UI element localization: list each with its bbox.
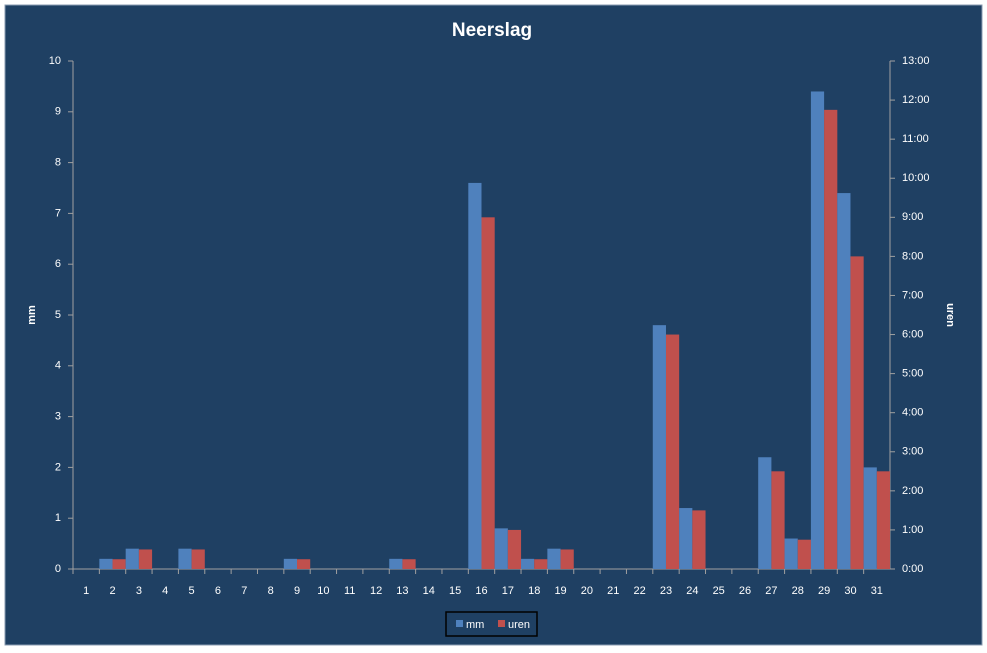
legend-swatch	[456, 620, 463, 627]
x-tick-label: 24	[686, 585, 698, 597]
bar	[389, 558, 403, 569]
bar	[507, 529, 522, 569]
bar	[99, 558, 113, 569]
bar	[534, 559, 548, 569]
y-tick-label: 6	[55, 258, 61, 270]
bar	[784, 538, 798, 569]
chart-title: Neerslag	[452, 20, 532, 41]
bar	[138, 549, 153, 569]
bar	[125, 548, 139, 569]
y2-tick-label: 9:00	[902, 211, 923, 223]
bar	[297, 559, 311, 569]
y-tick-label: 9	[55, 106, 61, 118]
x-tick-label: 28	[792, 585, 804, 597]
bar	[758, 457, 772, 569]
bar	[283, 558, 298, 569]
y2-tick-label: 2:00	[902, 485, 923, 497]
x-tick-label: 27	[765, 585, 777, 597]
y-axis-title: mm	[26, 305, 38, 325]
x-tick-label: 2	[109, 585, 115, 597]
y2-tick-label: 7:00	[902, 289, 923, 301]
y-tick-label: 5	[55, 309, 61, 321]
x-tick-label: 3	[136, 585, 142, 597]
y-tick-label: 0	[55, 563, 61, 575]
x-tick-label: 5	[189, 585, 195, 597]
x-tick-label: 20	[581, 585, 593, 597]
bar	[824, 109, 838, 569]
y-tick-label: 10	[49, 55, 61, 67]
bar	[837, 193, 851, 569]
x-tick-label: 6	[215, 585, 221, 597]
y2-tick-label: 10:00	[902, 172, 930, 184]
bar	[521, 558, 535, 569]
x-tick-label: 9	[294, 585, 300, 597]
x-tick-label: 10	[317, 585, 329, 597]
bar	[863, 467, 877, 569]
x-tick-label: 1	[83, 585, 89, 597]
x-tick-label: 25	[713, 585, 725, 597]
y2-tick-label: 4:00	[902, 407, 923, 419]
legend-box	[445, 611, 538, 637]
bar	[191, 549, 205, 569]
x-tick-label: 13	[396, 585, 408, 597]
y-tick-label: 8	[55, 157, 61, 169]
x-tick-label: 29	[818, 585, 830, 597]
legend-label: mm	[466, 619, 484, 631]
y-tick-label: 1	[55, 512, 61, 524]
y2-tick-label: 11:00	[902, 133, 929, 145]
bar	[850, 256, 864, 569]
x-tick-label: 31	[871, 585, 883, 597]
y2-axis-title: uren	[944, 303, 956, 327]
bar	[547, 548, 561, 569]
x-tick-label: 11	[344, 585, 355, 597]
bar	[692, 510, 706, 569]
y-tick-label: 4	[55, 360, 61, 372]
x-tick-label: 23	[660, 585, 672, 597]
y2-tick-label: 13:00	[902, 55, 930, 67]
bar	[112, 559, 126, 569]
y-tick-label: 7	[55, 207, 61, 219]
x-tick-label: 19	[554, 585, 566, 597]
x-tick-label: 12	[370, 585, 382, 597]
bar	[797, 539, 811, 569]
x-tick-label: 14	[423, 585, 435, 597]
y-tick-label: 3	[55, 411, 61, 423]
y2-tick-label: 12:00	[902, 94, 930, 106]
bar	[468, 182, 482, 570]
y2-tick-label: 1:00	[902, 524, 923, 536]
x-tick-label: 22	[634, 585, 646, 597]
bar	[402, 559, 416, 569]
y-tick-label: 2	[55, 461, 61, 473]
x-tick-label: 26	[739, 585, 751, 597]
x-tick-label: 15	[449, 585, 461, 597]
x-tick-label: 8	[268, 585, 274, 597]
x-tick-label: 7	[241, 585, 247, 597]
x-tick-label: 17	[502, 585, 514, 597]
y2-tick-label: 8:00	[902, 250, 923, 262]
legend-label: uren	[508, 619, 530, 631]
bar	[494, 528, 508, 569]
y2-tick-label: 5:00	[902, 368, 923, 380]
bar	[771, 471, 785, 569]
y2-tick-label: 0:00	[902, 563, 923, 575]
bar	[560, 549, 574, 569]
bar	[652, 325, 666, 569]
x-tick-label: 4	[162, 585, 168, 597]
bar	[810, 91, 825, 569]
bar	[178, 548, 192, 569]
legend-swatch	[498, 620, 505, 627]
x-tick-label: 16	[475, 585, 487, 597]
x-tick-label: 18	[528, 585, 540, 597]
y2-tick-label: 6:00	[902, 328, 923, 340]
bar	[481, 217, 495, 570]
bar	[665, 334, 680, 569]
x-tick-label: 21	[607, 585, 619, 597]
bar	[876, 471, 891, 569]
bar	[679, 508, 693, 569]
y2-tick-label: 3:00	[902, 446, 923, 458]
x-tick-label: 30	[844, 585, 856, 597]
